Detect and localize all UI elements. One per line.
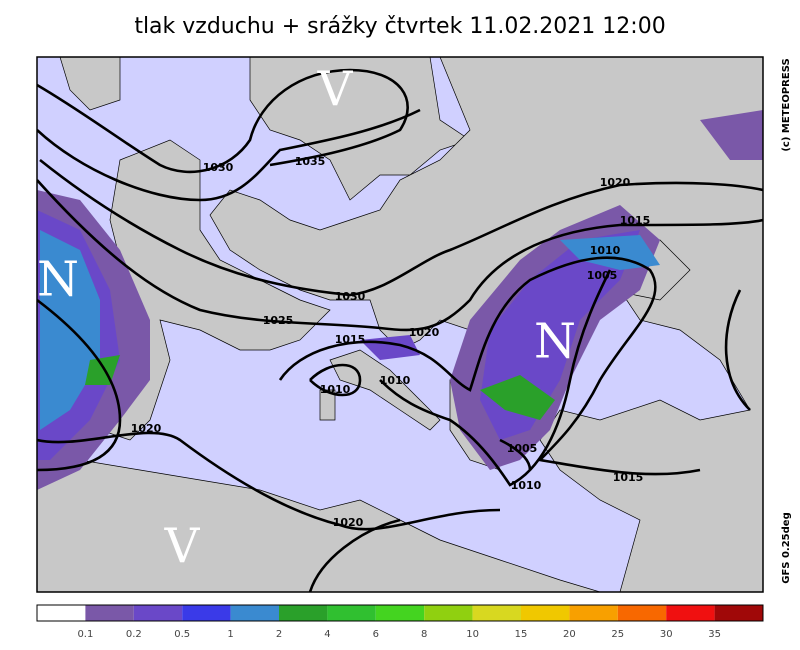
legend-swatch: [521, 605, 570, 621]
pressure-center: V: [317, 62, 354, 118]
pressure-center: N: [534, 314, 576, 370]
isobar-label: 1030: [335, 290, 366, 303]
isobar-label: 1020: [333, 516, 364, 529]
legend-label: 2: [276, 629, 282, 640]
legend-label: 4: [324, 629, 330, 640]
isobar-label: 1020: [600, 176, 631, 189]
legend-swatch: [230, 605, 279, 621]
legend-label: 30: [660, 629, 673, 640]
pressure-center: N: [37, 252, 79, 308]
legend-label: 1: [227, 629, 233, 640]
legend-swatch: [133, 605, 183, 621]
model-note: GFS 0.25deg: [781, 512, 792, 584]
isobar-label: 1015: [335, 333, 366, 346]
isobar-label: 1010: [590, 244, 621, 257]
isobar-label: 1010: [511, 479, 542, 492]
isobar-label: 1010: [380, 374, 411, 387]
isobars: [37, 68, 763, 592]
legend-frame: [36, 604, 764, 622]
isobar-label: 1030: [203, 161, 234, 174]
pressure-centers: V N N V: [37, 62, 576, 575]
pressure-center: V: [164, 519, 201, 575]
legend-swatch: [375, 605, 425, 621]
map: 1030 1035 1030 1025 1020 1015 1010 1010 1020 1020…: [37, 57, 763, 592]
isobar-label: 1020: [131, 422, 162, 435]
isobar-label: 1005: [587, 269, 618, 282]
legend-swatch: [569, 605, 618, 621]
legend-swatch: [182, 605, 231, 621]
legend-label: 8: [421, 629, 427, 640]
legend-swatch: [279, 605, 328, 621]
copyright: (c) METEOPRESS: [781, 58, 792, 151]
legend-label: 6: [373, 629, 379, 640]
isobar-label: 1015: [613, 471, 644, 484]
isobar-labels: 1030 1035 1030 1025 1020 1015 1010 1010 1020 1020…: [131, 155, 651, 529]
isobar-label: 1010: [320, 383, 351, 396]
legend-swatch: [424, 605, 473, 621]
title: tlak vzduchu + srážky čtvrtek 11.02.2021…: [134, 14, 665, 39]
map-frame: [36, 56, 764, 593]
isobar-label: 1035: [295, 155, 326, 168]
legend-swatch: [617, 605, 667, 621]
legend-label: 0.2: [126, 629, 142, 640]
legend-label: 25: [611, 629, 624, 640]
legend-swatch: [327, 605, 376, 621]
isobar-label: 1005: [507, 442, 538, 455]
legend-swatch: [37, 605, 86, 621]
legend-label: 35: [708, 629, 721, 640]
legend-label: 15: [515, 629, 528, 640]
legend-swatch: [714, 605, 763, 621]
legend-swatch: [472, 605, 521, 621]
precipitation: [37, 110, 763, 490]
legend-label: 20: [563, 629, 576, 640]
isobar-label: 1020: [409, 326, 440, 339]
legend-label: 10: [466, 629, 479, 640]
legend-swatch: [85, 605, 134, 621]
isobar-label: 1015: [620, 214, 651, 227]
legend-swatch: [666, 605, 715, 621]
legend-label: 0.5: [174, 629, 190, 640]
legend: 0.1 0.2 0.5 1 2 4 6 8 10 15 20 25 30 35: [36, 604, 764, 640]
legend-label: 0.1: [77, 629, 93, 640]
isobar-label: 1025: [263, 314, 294, 327]
